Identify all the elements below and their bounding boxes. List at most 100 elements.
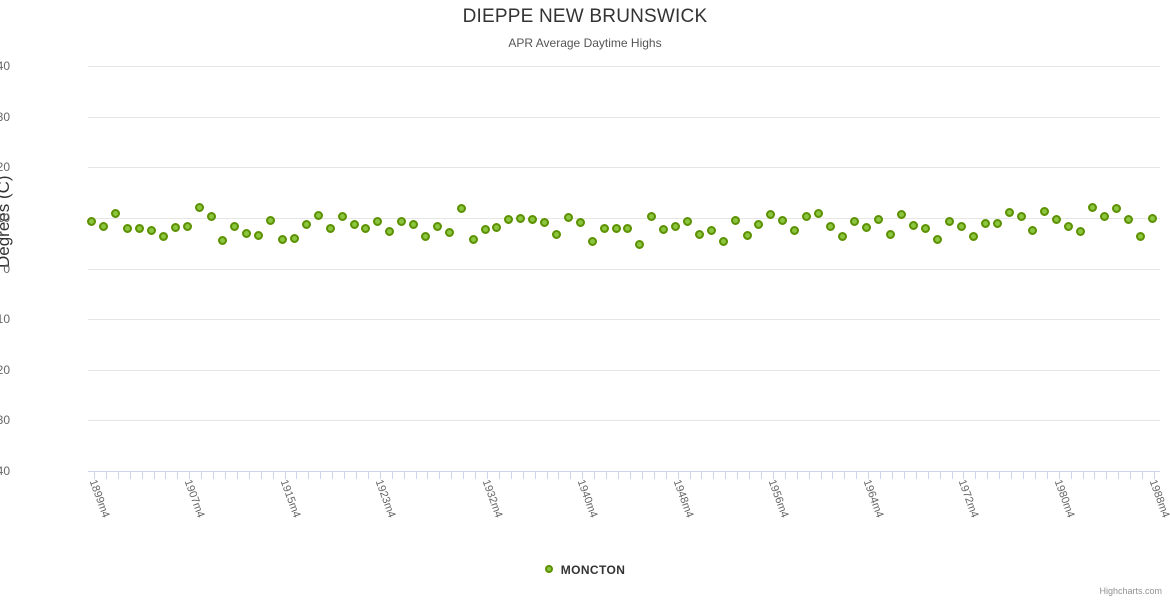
data-point[interactable] [1040,206,1050,216]
data-point[interactable] [242,228,252,238]
data-point[interactable] [861,223,871,233]
data-point[interactable] [1064,221,1074,231]
data-point[interactable] [301,220,311,230]
data-point[interactable] [814,209,824,219]
data-point[interactable] [837,231,847,241]
data-point[interactable] [1076,226,1086,236]
data-point[interactable] [909,220,919,230]
data-point[interactable] [778,216,788,226]
data-point[interactable] [361,224,371,234]
data-point[interactable] [504,214,514,224]
data-point[interactable] [1123,214,1133,224]
data-point[interactable] [206,212,216,222]
data-point[interactable] [325,224,335,234]
data-point[interactable] [694,230,704,240]
data-point[interactable] [158,232,168,242]
data-point[interactable] [1135,232,1145,242]
data-point[interactable] [420,231,430,241]
data-point[interactable] [647,211,657,221]
data-point[interactable] [123,223,133,233]
data-point[interactable] [802,211,812,221]
data-point[interactable] [659,225,669,235]
data-point[interactable] [111,208,121,218]
data-point[interactable] [135,224,145,234]
x-axis-tick [987,471,988,479]
x-axis-tick [487,471,488,479]
data-point[interactable] [956,221,966,231]
x-axis-tick [368,471,369,479]
x-axis-tick [154,471,155,479]
data-point[interactable] [706,225,716,235]
data-point[interactable] [337,211,347,221]
data-point[interactable] [147,226,156,236]
data-point[interactable] [540,217,550,227]
data-point[interactable] [790,226,800,236]
data-point[interactable] [1087,203,1097,213]
data-point[interactable] [444,228,454,238]
data-point[interactable] [230,222,240,231]
data-point[interactable] [432,222,442,231]
data-point[interactable] [1111,204,1121,214]
data-point[interactable] [766,209,776,219]
data-point[interactable] [385,227,395,237]
x-axis-tick [594,471,595,479]
data-point[interactable] [87,217,97,227]
data-point[interactable] [683,217,692,227]
data-point[interactable] [933,234,943,244]
data-point[interactable] [635,240,645,250]
data-point[interactable] [1052,214,1062,224]
data-point[interactable] [480,224,490,234]
data-point[interactable] [1028,225,1038,235]
data-point[interactable] [99,221,109,231]
data-point[interactable] [313,210,323,220]
data-point[interactable] [671,221,681,231]
data-point[interactable] [551,230,561,240]
data-point[interactable] [599,223,609,233]
data-point[interactable] [754,220,764,230]
data-point[interactable] [897,209,907,219]
data-point[interactable] [516,214,526,224]
data-point[interactable] [1016,211,1026,221]
data-point[interactable] [849,217,859,227]
data-point[interactable] [278,234,288,244]
data-point[interactable] [611,223,621,233]
data-point[interactable] [492,223,502,233]
data-point[interactable] [587,236,597,246]
data-point[interactable] [397,216,407,226]
data-point[interactable] [218,235,228,245]
x-axis-tick-label: 1907m4 [181,478,207,520]
legend-item-moncton[interactable]: MONCTON [544,562,626,577]
data-point[interactable] [563,213,573,223]
data-point[interactable] [623,223,633,233]
data-point[interactable] [885,230,895,240]
data-point[interactable] [730,216,740,226]
data-point[interactable] [468,234,478,244]
data-point[interactable] [575,218,585,228]
data-point[interactable] [266,216,276,226]
data-point[interactable] [968,231,978,241]
data-point[interactable] [945,216,955,226]
data-point[interactable] [409,220,419,230]
data-point[interactable] [1099,211,1109,221]
data-point[interactable] [254,231,264,241]
data-point[interactable] [349,220,359,230]
data-point[interactable] [528,214,538,224]
data-point[interactable] [1147,213,1157,223]
data-point[interactable] [921,224,931,234]
data-point[interactable] [373,217,383,227]
data-point[interactable] [289,234,299,244]
data-point[interactable] [456,204,466,214]
data-point[interactable] [170,223,180,233]
data-point[interactable] [873,214,883,224]
data-point[interactable] [980,219,990,229]
data-point[interactable] [194,202,204,212]
x-axis-tick [439,471,440,479]
x-axis-tick [213,471,214,479]
data-point[interactable] [718,236,728,246]
data-point[interactable] [182,222,192,231]
data-point[interactable] [1004,208,1014,218]
data-point[interactable] [825,222,835,231]
data-point[interactable] [742,231,752,241]
data-point[interactable] [992,218,1002,228]
x-axis-tick [880,471,881,479]
